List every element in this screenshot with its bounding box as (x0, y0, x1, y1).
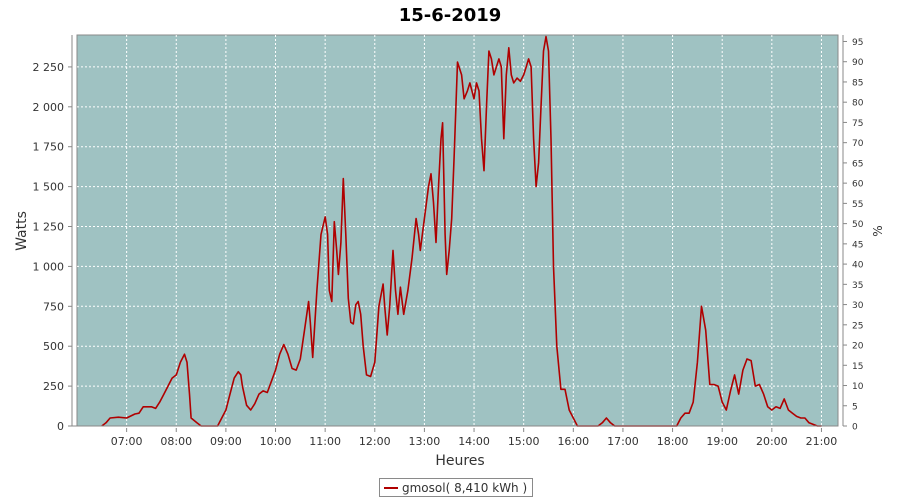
y-tick-label: 1 500 (33, 181, 65, 194)
x-tick-label: 12:00 (359, 435, 391, 448)
x-axis-ticks: 07:00 08:00 09:00 10:00 11:00 12:00 13:00 14:00… (111, 428, 838, 448)
legend: gmosol( 8,410 kWh ) (379, 478, 534, 497)
y2-tick-label: 35 (852, 281, 863, 291)
legend-swatch (384, 486, 398, 489)
y-tick-label: 750 (43, 300, 64, 313)
y2-tick-label: 15 (852, 362, 863, 372)
x-tick-label: 20:00 (756, 435, 788, 448)
y-tick-label: 0 (57, 420, 64, 433)
legend-label: gmosol( 8,410 kWh ) (402, 480, 528, 495)
y2-tick-label: 80 (852, 99, 864, 109)
y-tick-label: 500 (43, 340, 64, 353)
y2-tick-label: 70 (852, 139, 864, 149)
x-tick-label: 08:00 (160, 435, 192, 448)
y2-axis-ticks: 0 5 10 15 20 25 30 35 40 45 50 55 60 65 70 75 80 85 90 95 (843, 38, 864, 433)
chart-title: 15-6-2019 (399, 5, 502, 26)
y2-tick-label: 45 (852, 240, 863, 250)
y2-tick-label: 55 (852, 200, 863, 210)
y-tick-label: 2 250 (33, 61, 65, 74)
y2-tick-label: 60 (852, 180, 864, 190)
x-tick-label: 11:00 (309, 435, 341, 448)
y2-tick-label: 75 (852, 119, 863, 129)
x-tick-label: 15:00 (508, 435, 540, 448)
x-tick-label: 19:00 (706, 435, 738, 448)
y-tick-label: 1 250 (33, 221, 65, 234)
y2-tick-label: 85 (852, 78, 863, 88)
x-tick-label: 16:00 (557, 435, 589, 448)
y2-tick-label: 30 (852, 301, 864, 311)
y-tick-label: 1 750 (33, 141, 65, 154)
y-tick-label: 2 000 (33, 101, 65, 114)
y2-tick-label: 0 (852, 423, 858, 433)
y2-tick-label: 5 (852, 402, 858, 412)
series-layer (101, 35, 822, 427)
x-axis-label: Heures (435, 453, 484, 469)
y-axis-ticks: 0 250 500 750 1 000 1 250 1 500 1 750 2 000 2 250 (33, 61, 72, 433)
y2-tick-label: 65 (852, 159, 863, 169)
y2-tick-label: 20 (852, 342, 864, 352)
x-tick-label: 14:00 (458, 435, 490, 448)
y-tick-label: 250 (43, 380, 64, 393)
y-tick-label: 1 000 (33, 260, 65, 273)
x-tick-label: 07:00 (111, 435, 143, 448)
x-tick-label: 18:00 (657, 435, 689, 448)
y2-tick-label: 95 (852, 38, 863, 48)
x-tick-label: 10:00 (260, 435, 292, 448)
x-tick-label: 21:00 (806, 435, 838, 448)
series-line (101, 35, 822, 427)
y2-tick-label: 25 (852, 321, 863, 331)
y-axis-label: Watts (14, 211, 30, 251)
x-tick-label: 17:00 (607, 435, 639, 448)
plot-area (76, 34, 839, 427)
y2-tick-label: 90 (852, 58, 864, 68)
x-tick-label: 09:00 (210, 435, 242, 448)
y2-axis-label: % (871, 225, 885, 236)
y2-tick-label: 50 (852, 220, 864, 230)
y2-tick-label: 10 (852, 382, 864, 392)
x-tick-label: 13:00 (409, 435, 441, 448)
y2-tick-label: 40 (852, 261, 864, 271)
